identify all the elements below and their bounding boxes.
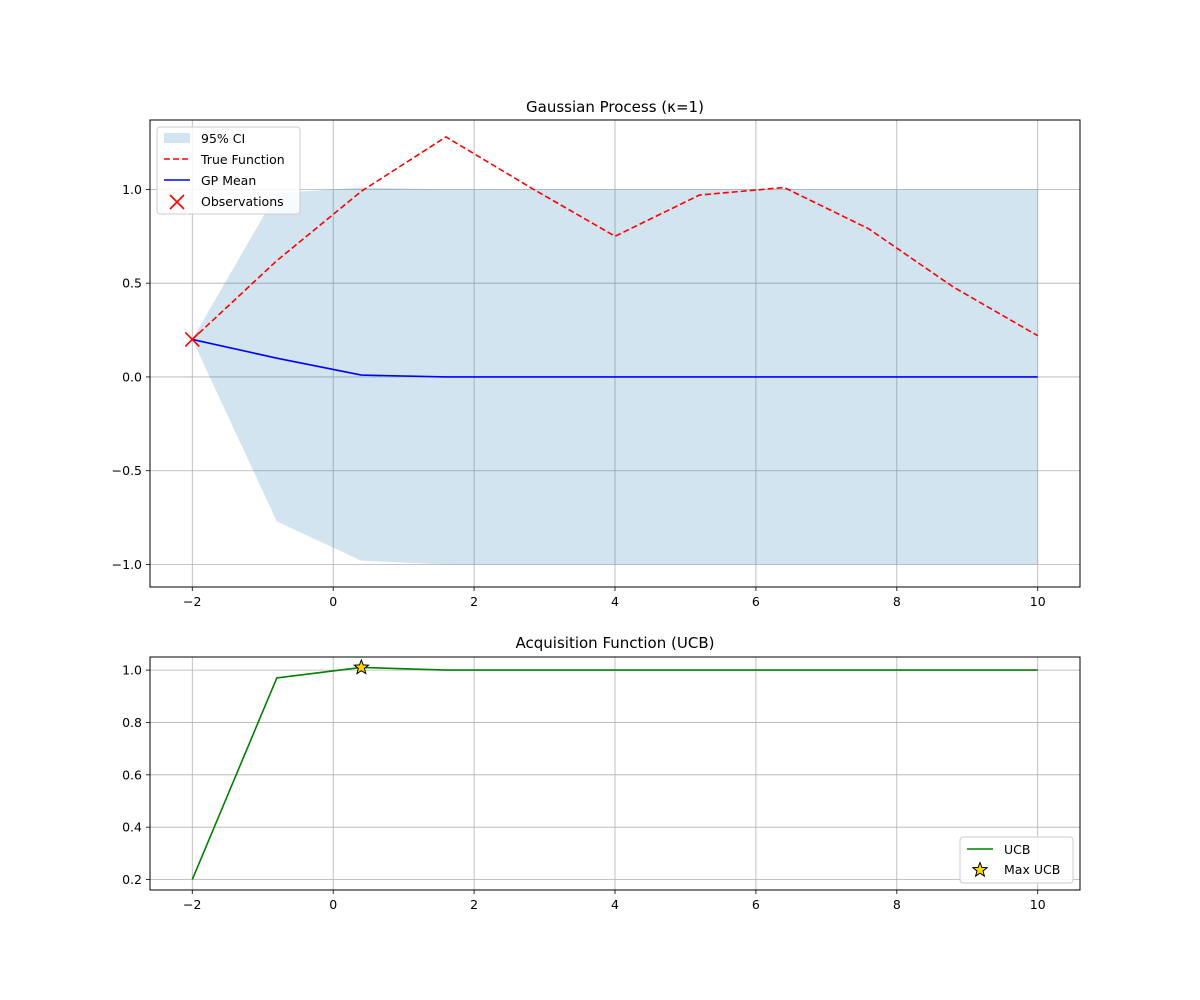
gp-xtick-label: 4	[611, 594, 619, 609]
gp-ytick-label: −0.5	[112, 463, 142, 478]
ucb-xtick-label: −2	[183, 897, 201, 912]
gp-ytick-label: 1.0	[122, 182, 142, 197]
ucb-xtick-label: 10	[1030, 897, 1046, 912]
ucb-series	[191, 666, 1038, 880]
gp-legend-true-label: True Function	[200, 152, 285, 167]
gp-series	[191, 136, 1039, 378]
gp-legend-obs-swatch	[169, 194, 185, 210]
ucb-xtick-label: 2	[470, 897, 478, 912]
ucb-series-ucb-line	[191, 666, 1038, 880]
gp-xtick-label: 2	[470, 594, 478, 609]
gp-xtick-label: 0	[329, 594, 337, 609]
gp-legend-ci-swatch	[164, 133, 190, 143]
gp-ytick-label: 0.5	[122, 276, 142, 291]
gp-legend-mean-label: GP Mean	[201, 173, 256, 188]
gp-xtick-label: −2	[183, 594, 201, 609]
gp-series-true-function-line	[191, 136, 1039, 341]
ucb-ticks: −2 0 2 4 6 8 10 0.2 0.4 0.6 0.8 1.0	[122, 663, 1046, 912]
ucb-xtick-label: 8	[893, 897, 901, 912]
gp-legend-obs-label: Observations	[201, 194, 284, 209]
ucb-legend-line-label: UCB	[1004, 842, 1030, 857]
gp-xtick-label: 6	[752, 594, 760, 609]
ucb-ytick-label: 1.0	[122, 663, 142, 678]
gp-ci-band-area	[192, 187, 1038, 565]
gp-legend-ci-label: 95% CI	[201, 131, 245, 146]
gp-ticks: −2 0 2 4 6 8 10 −1.0 −0.5 0.0 0.5 1.0	[112, 182, 1046, 609]
ucb-xtick-label: 0	[329, 897, 337, 912]
ucb-xtick-label: 4	[611, 897, 619, 912]
ucb-legend-star-swatch	[971, 861, 989, 878]
ucb-legend-star-label: Max UCB	[1004, 862, 1060, 877]
gp-legend-box	[156, 126, 301, 215]
gp-title: Gaussian Process (κ=1)	[526, 98, 704, 116]
ucb-xtick-label: 6	[752, 897, 760, 912]
ucb-legend: UCB Max UCB	[959, 836, 1074, 884]
gp-legend: 95% CI True Function GP Mean Observation…	[156, 126, 301, 215]
ucb-ytick-label: 0.2	[122, 872, 142, 887]
gp-panel: Gaussian Process (κ=1) −2 0 2 4 6 8 10 −1.0 −0.5…	[112, 98, 1081, 609]
ucb-title: Acquisition Function (UCB)	[516, 634, 715, 652]
ucb-markers	[352, 658, 370, 675]
ucb-ytick-label: 0.8	[122, 715, 142, 730]
gp-series-gp-mean-line	[192, 338, 1038, 378]
gp-markers	[184, 331, 200, 347]
gp-xtick-label: 8	[893, 594, 901, 609]
gp-observation-marker	[184, 331, 200, 347]
gp-ytick-label: 0.0	[122, 369, 142, 384]
gp-ci-band	[192, 187, 1038, 565]
ucb-max-ucb-marker	[352, 658, 370, 675]
ucb-grid	[150, 657, 1080, 890]
gp-xtick-label: 10	[1030, 594, 1046, 609]
ucb-ytick-label: 0.4	[122, 820, 142, 835]
gp-grid	[150, 120, 1080, 587]
ucb-ytick-label: 0.6	[122, 767, 142, 782]
ucb-panel: Acquisition Function (UCB) −2 0 2 4 6 8 10 0.2 0…	[122, 634, 1081, 912]
gp-ytick-label: −1.0	[112, 557, 142, 572]
